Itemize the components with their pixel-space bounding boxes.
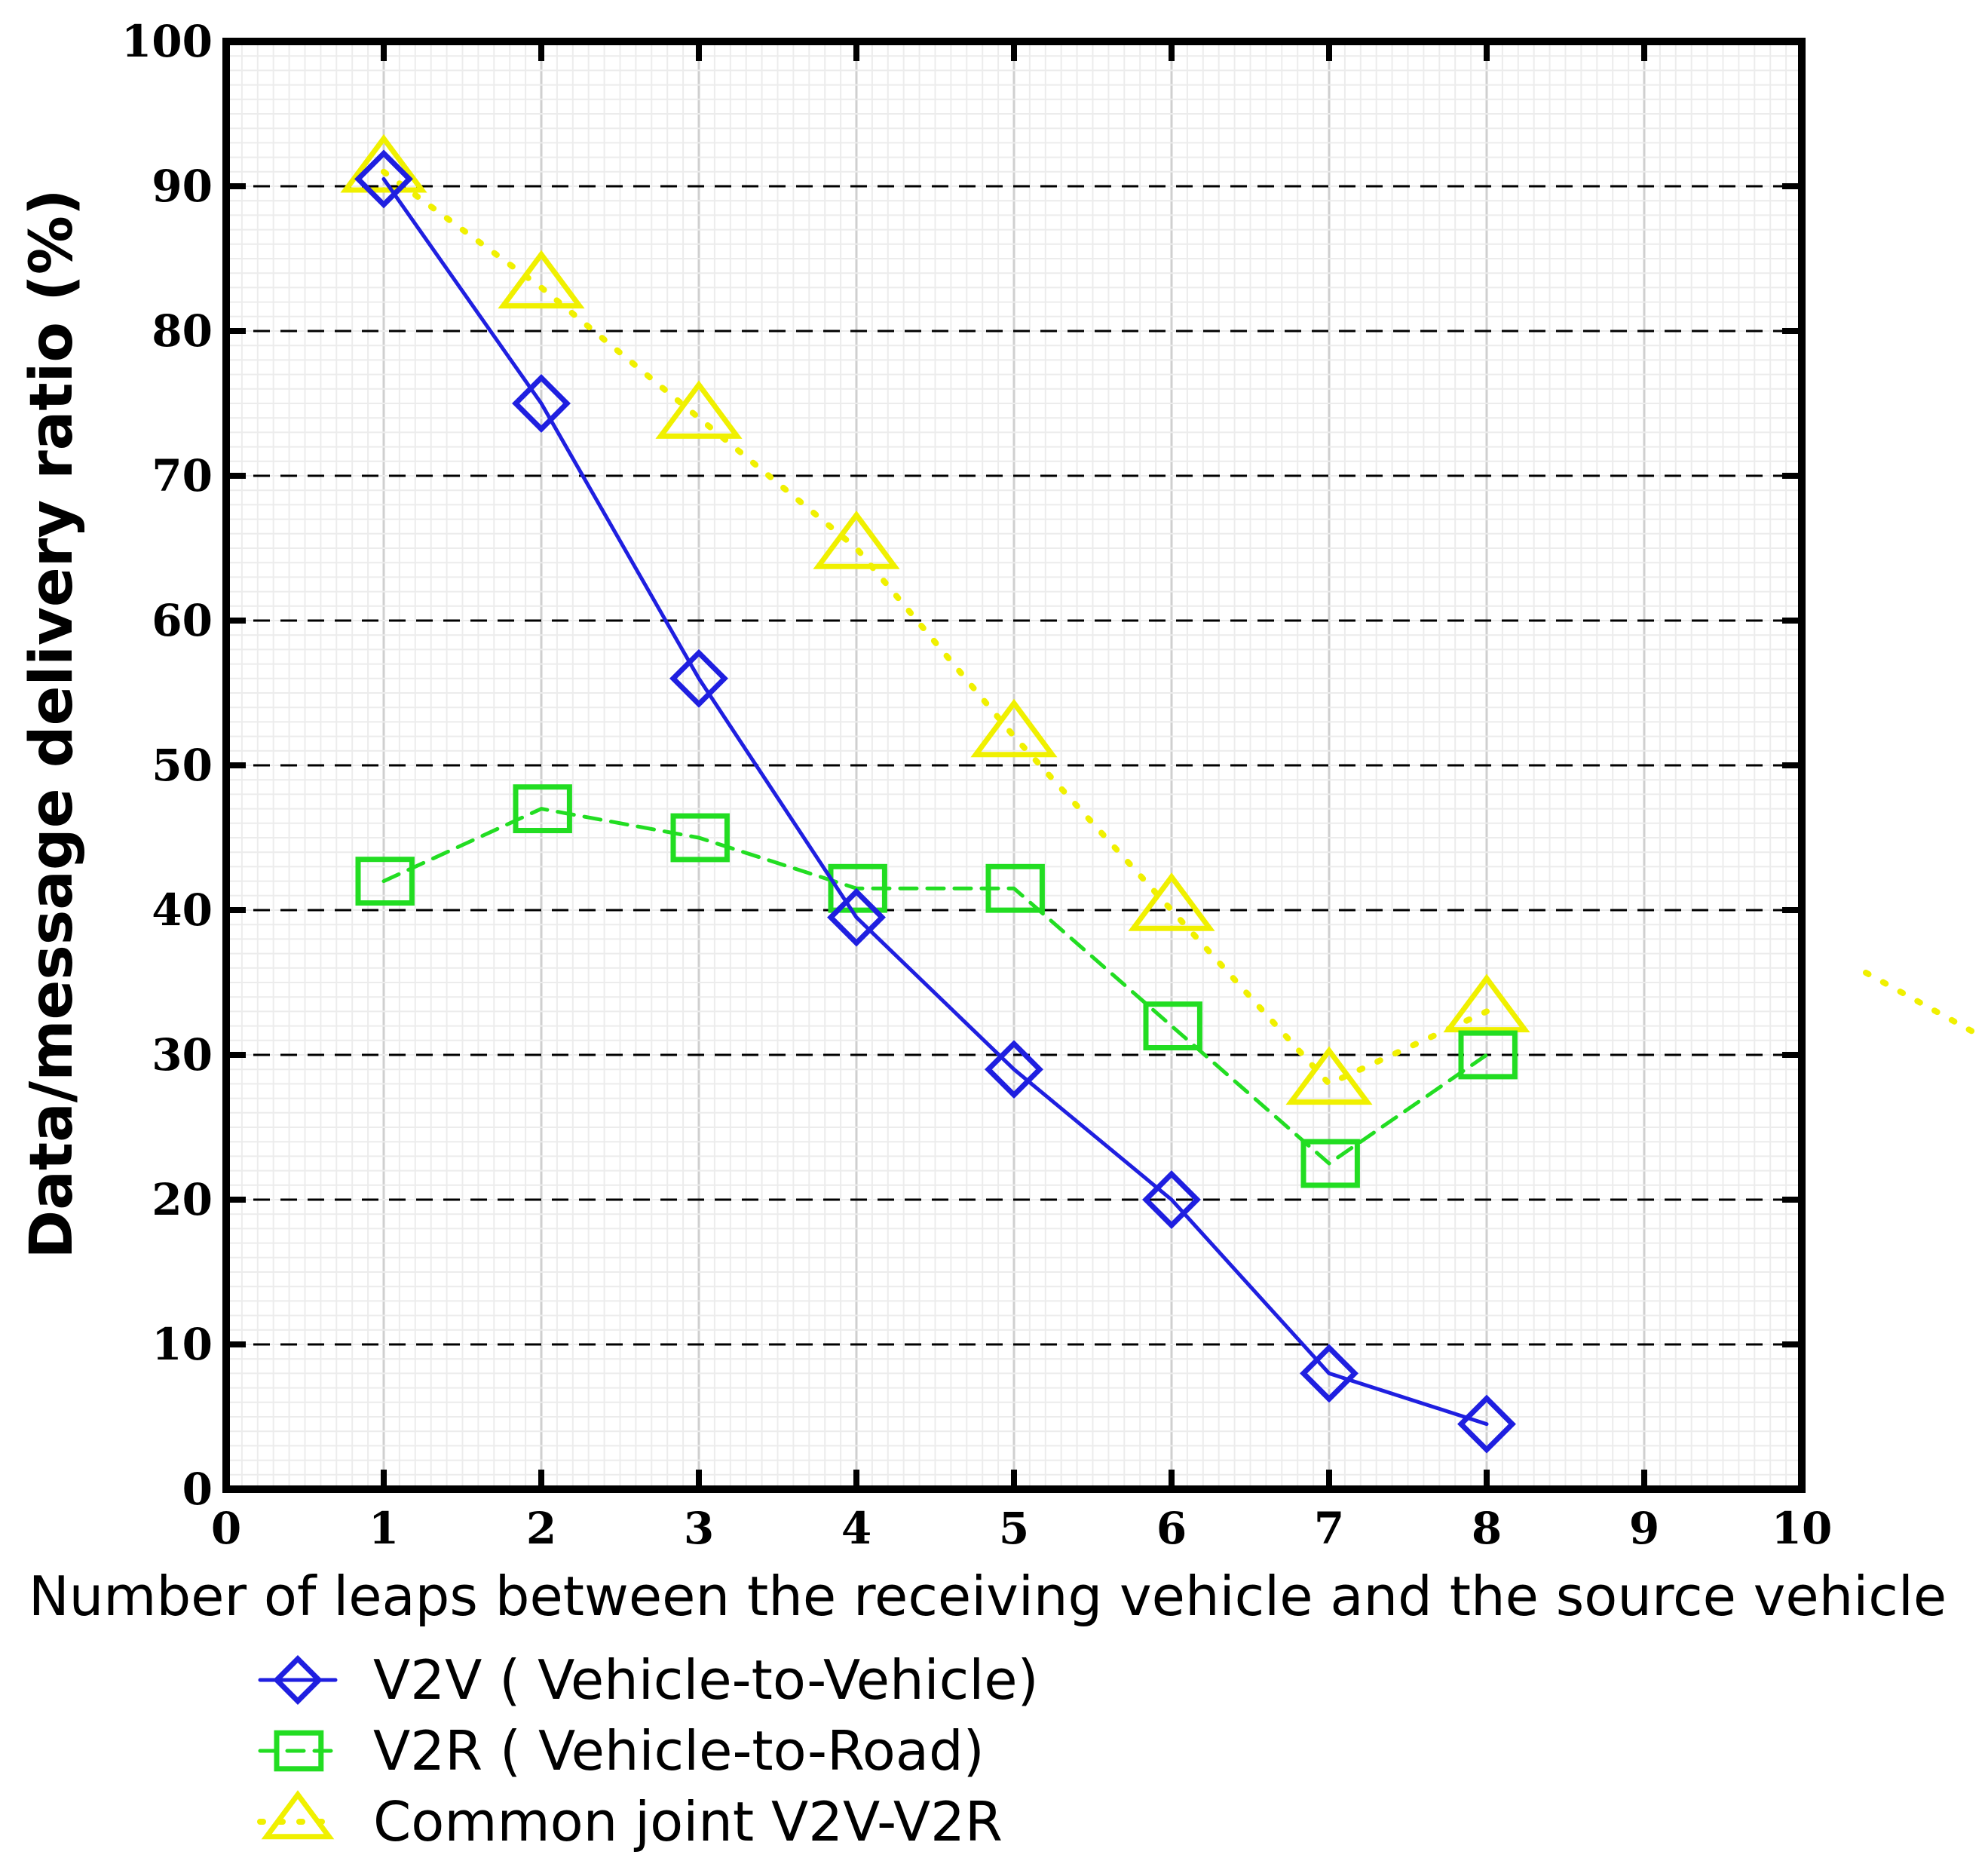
y-axis-title: Data/message delivery ratio (%) bbox=[18, 189, 86, 1258]
data-point-triangle bbox=[340, 133, 427, 193]
y-tick-label: 60 bbox=[152, 595, 213, 646]
y-tick-label: 90 bbox=[152, 161, 213, 212]
y-tick-label: 30 bbox=[152, 1029, 213, 1081]
series-line bbox=[381, 176, 1489, 1427]
y-tick-label: 0 bbox=[182, 1464, 213, 1515]
series-diamond bbox=[354, 149, 1516, 1454]
minor-grid bbox=[225, 41, 1803, 1490]
y-tick-label: 100 bbox=[121, 16, 213, 67]
data-point-triangle bbox=[1443, 973, 1530, 1033]
data-point-square bbox=[1143, 1001, 1202, 1050]
legend: V2V ( Vehicle-to-Vehicle) V2R ( Vehicle-t… bbox=[257, 1648, 1039, 1853]
series-group bbox=[340, 133, 1530, 1454]
legend-item-diamond: V2V ( Vehicle-to-Vehicle) bbox=[258, 1648, 1039, 1712]
data-point-diamond bbox=[985, 1040, 1043, 1099]
stray-dotted-line bbox=[1863, 970, 1978, 1036]
x-axis-title: Number of leaps between the receiving ve… bbox=[29, 1565, 1947, 1628]
data-point-diamond bbox=[354, 149, 413, 209]
data-point-square bbox=[513, 784, 572, 833]
x-tick-label: 4 bbox=[841, 1503, 871, 1554]
data-point-square bbox=[670, 813, 730, 863]
x-tick-label: 3 bbox=[684, 1503, 714, 1554]
data-point-triangle bbox=[498, 250, 585, 309]
x-tick-label: 2 bbox=[526, 1503, 556, 1554]
data-point-triangle bbox=[1128, 872, 1215, 931]
data-point-square bbox=[1300, 1139, 1360, 1188]
legend-marker-diamond bbox=[273, 1655, 323, 1705]
x-tick-label: 5 bbox=[999, 1503, 1029, 1554]
legend-label: V2V ( Vehicle-to-Vehicle) bbox=[373, 1648, 1039, 1712]
data-point-diamond bbox=[1142, 1170, 1201, 1229]
legend-marker-square bbox=[274, 1730, 324, 1772]
data-point-square bbox=[985, 863, 1045, 913]
y-tick-label: 10 bbox=[152, 1319, 213, 1370]
x-tick-label: 9 bbox=[1629, 1503, 1659, 1554]
data-point-diamond bbox=[1300, 1344, 1359, 1403]
data-point-triangle bbox=[1285, 1046, 1373, 1105]
data-point-triangle bbox=[655, 380, 743, 439]
legend-item-triangle: Common joint V2V-V2R bbox=[257, 1790, 1003, 1853]
legend-item-square: V2R ( Vehicle-to-Road) bbox=[258, 1719, 985, 1783]
stray-dotted-mark bbox=[1863, 970, 1978, 1036]
legend-label: V2R ( Vehicle-to-Road) bbox=[373, 1719, 985, 1783]
series-line bbox=[381, 168, 1490, 1087]
x-tick-label: 7 bbox=[1314, 1503, 1344, 1554]
y-tick-label: 40 bbox=[152, 884, 213, 936]
data-point-square bbox=[1458, 1030, 1518, 1080]
legend-label: Common joint V2V-V2R bbox=[373, 1790, 1003, 1853]
y-tick-label: 50 bbox=[152, 740, 213, 791]
data-point-diamond bbox=[827, 887, 886, 947]
axis-ticks: 0 10 20 30 40 50 60 70 80 90 100 0 1 2 3 4 5 6 7 8 9 10 bbox=[121, 16, 1832, 1554]
data-point-diamond bbox=[1457, 1394, 1516, 1454]
x-tick-label: 0 bbox=[211, 1503, 241, 1554]
data-point-diamond bbox=[512, 374, 571, 433]
data-point-square bbox=[828, 863, 887, 913]
x-tick-label: 10 bbox=[1772, 1503, 1833, 1554]
data-point-diamond bbox=[669, 648, 728, 708]
data-point-triangle bbox=[970, 698, 1058, 758]
data-point-square bbox=[355, 857, 415, 906]
legend-marker-triangle bbox=[261, 1790, 335, 1840]
y-tick-label: 70 bbox=[152, 450, 213, 501]
y-tick-label: 20 bbox=[152, 1174, 213, 1225]
x-tick-label: 8 bbox=[1472, 1503, 1502, 1554]
x-tick-label: 1 bbox=[369, 1503, 399, 1554]
data-point-triangle bbox=[813, 510, 900, 569]
y-tick-label: 80 bbox=[152, 305, 213, 357]
x-tick-label: 6 bbox=[1156, 1503, 1187, 1554]
major-grid bbox=[226, 185, 1802, 1346]
series-square bbox=[355, 784, 1518, 1188]
series-triangle bbox=[340, 133, 1530, 1105]
